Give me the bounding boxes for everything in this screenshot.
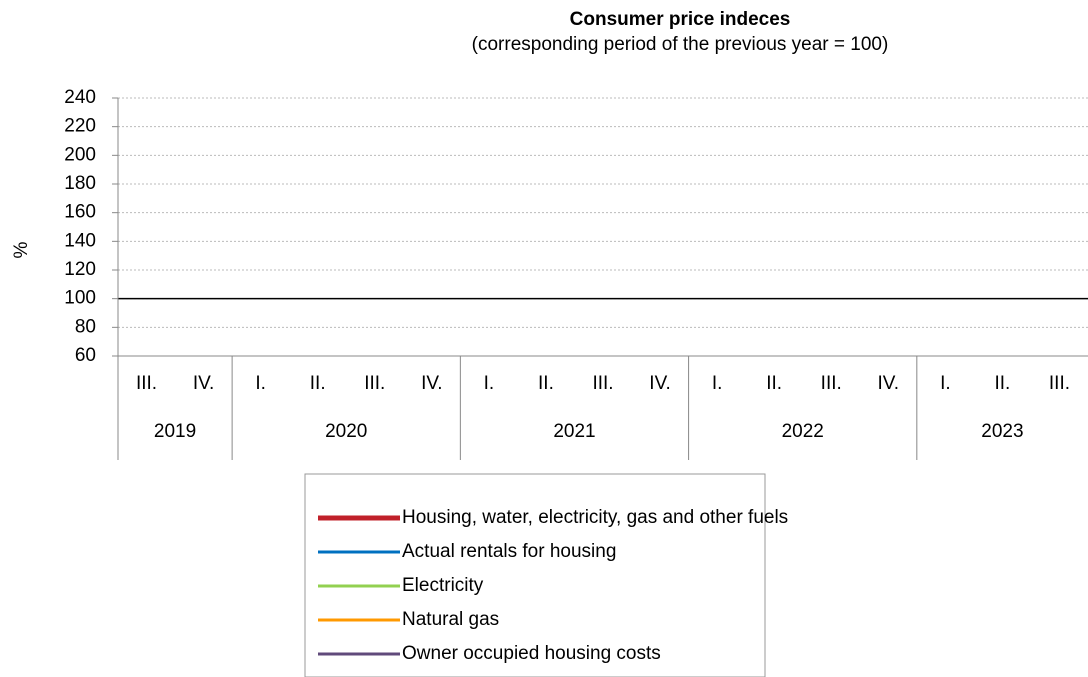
x-group-label: 2021: [553, 421, 595, 442]
y-tick-label: 100: [64, 288, 96, 309]
x-tick-label: I.: [940, 373, 951, 394]
x-tick-label: IV.: [193, 373, 215, 394]
y-tick-label: 160: [64, 202, 96, 223]
x-tick-label: I.: [712, 373, 723, 394]
x-group-label: 2019: [154, 421, 196, 442]
x-tick-label: I.: [484, 373, 495, 394]
x-tick-label: I.: [255, 373, 266, 394]
x-tick-label: III.: [592, 373, 613, 394]
x-tick-label: III.: [364, 373, 385, 394]
y-tick-label: 200: [64, 144, 96, 165]
x-tick-label: III.: [821, 373, 842, 394]
x-tick-label: II.: [766, 373, 782, 394]
legend-label: Electricity: [402, 575, 484, 596]
y-tick-label: 60: [75, 345, 96, 366]
x-group-label: 2022: [782, 421, 824, 442]
legend-label: Natural gas: [402, 609, 499, 630]
y-tick-label: 180: [64, 173, 96, 194]
x-tick-label: II.: [310, 373, 326, 394]
y-tick-label: 220: [64, 116, 96, 137]
y-tick-label: 120: [64, 259, 96, 280]
x-group-label: 2023: [981, 421, 1023, 442]
legend-label: Owner occupied housing costs: [402, 643, 661, 664]
y-tick-label: 80: [75, 316, 96, 337]
x-tick-label: III.: [1049, 373, 1070, 394]
legend-label: Actual rentals for housing: [402, 541, 616, 562]
y-tick-label: 140: [64, 230, 96, 251]
legend-box: [304, 473, 766, 677]
x-tick-label: IV.: [649, 373, 671, 394]
x-tick-label: II.: [994, 373, 1010, 394]
y-tick-label: 240: [64, 87, 96, 108]
y-axis-label: %: [11, 241, 32, 258]
x-tick-label: IV.: [421, 373, 443, 394]
x-tick-label: III.: [136, 373, 157, 394]
chart-title: Consumer price indeces: [570, 9, 791, 30]
chart-subtitle: (corresponding period of the previous ye…: [472, 34, 889, 55]
x-tick-label: II.: [538, 373, 554, 394]
legend-label: Housing, water, electricity, gas and oth…: [402, 507, 788, 528]
x-group-label: 2020: [325, 421, 367, 442]
x-tick-label: IV.: [878, 373, 900, 394]
